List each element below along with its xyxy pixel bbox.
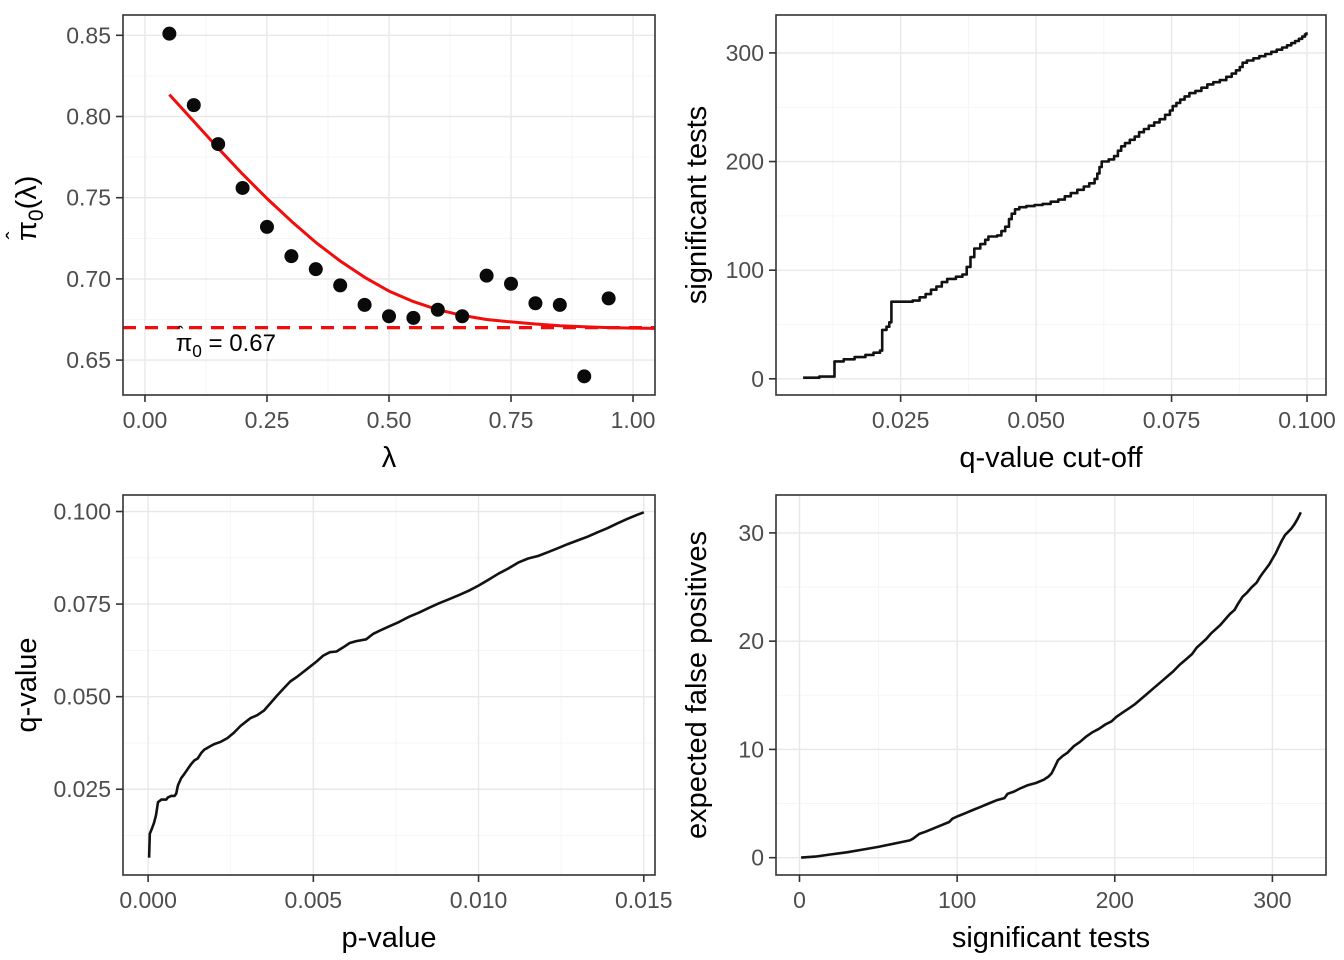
svg-text:0: 0 <box>751 845 764 871</box>
svg-text:0: 0 <box>793 887 806 913</box>
panel-significant-tests-vs-qvalue-cutoff: 0.025 0.050 0.075 0.100 0 100 200 300 q-value cu… <box>672 0 1344 480</box>
svg-text:ˆ: ˆ <box>177 324 184 345</box>
svg-text:300: 300 <box>726 40 764 66</box>
svg-text:0.015: 0.015 <box>615 887 672 913</box>
svg-text:0: 0 <box>751 366 764 392</box>
svg-text:1.00: 1.00 <box>611 407 656 433</box>
svg-text:p-value: p-value <box>341 922 436 954</box>
panel-qvalue-vs-pvalue: 0.000 0.005 0.010 0.015 0.025 0.050 0.075 0.100… <box>0 480 672 960</box>
svg-text:π0(λ): π0(λ) <box>11 176 48 241</box>
svg-text:q-value: q-value <box>11 637 43 732</box>
svg-text:0.025: 0.025 <box>53 776 111 802</box>
svg-text:0.70: 0.70 <box>66 266 111 292</box>
svg-text:0.00: 0.00 <box>123 407 168 433</box>
svg-text:0.25: 0.25 <box>245 407 290 433</box>
svg-text:significant tests: significant tests <box>952 922 1150 954</box>
svg-text:ˆ: ˆ <box>1 231 27 239</box>
svg-text:λ: λ <box>382 442 397 474</box>
svg-text:q-value cut-off: q-value cut-off <box>959 442 1143 474</box>
svg-text:0.80: 0.80 <box>66 103 111 129</box>
svg-text:0.65: 0.65 <box>66 347 111 373</box>
svg-text:10: 10 <box>738 736 764 762</box>
svg-text:0.050: 0.050 <box>1007 407 1065 433</box>
svg-text:200: 200 <box>726 149 764 175</box>
svg-text:200: 200 <box>1096 887 1134 913</box>
panel-expected-false-positives-vs-significant-tests: 0 100 200 300 0 10 20 30 significant tests expect… <box>672 480 1344 960</box>
svg-text:0.100: 0.100 <box>53 499 111 525</box>
svg-text:0.000: 0.000 <box>119 887 177 913</box>
svg-text:0.075: 0.075 <box>53 591 111 617</box>
svg-text:100: 100 <box>938 887 976 913</box>
svg-text:π0 = 0.67: π0 = 0.67 <box>176 330 276 361</box>
svg-text:0.075: 0.075 <box>1143 407 1201 433</box>
svg-text:0.010: 0.010 <box>450 887 508 913</box>
svg-text:0.75: 0.75 <box>489 407 534 433</box>
svg-text:0.50: 0.50 <box>367 407 412 433</box>
svg-text:20: 20 <box>738 628 764 654</box>
svg-text:expected false positives: expected false positives <box>681 531 713 839</box>
svg-text:0.100: 0.100 <box>1278 407 1336 433</box>
svg-text:0.050: 0.050 <box>53 684 111 710</box>
svg-text:100: 100 <box>726 257 764 283</box>
svg-text:0.85: 0.85 <box>66 22 111 48</box>
svg-text:0.005: 0.005 <box>285 887 343 913</box>
svg-text:30: 30 <box>738 520 764 546</box>
svg-text:0.025: 0.025 <box>872 407 930 433</box>
svg-text:0.75: 0.75 <box>66 185 111 211</box>
svg-text:300: 300 <box>1253 887 1291 913</box>
svg-text:significant tests: significant tests <box>681 106 713 304</box>
